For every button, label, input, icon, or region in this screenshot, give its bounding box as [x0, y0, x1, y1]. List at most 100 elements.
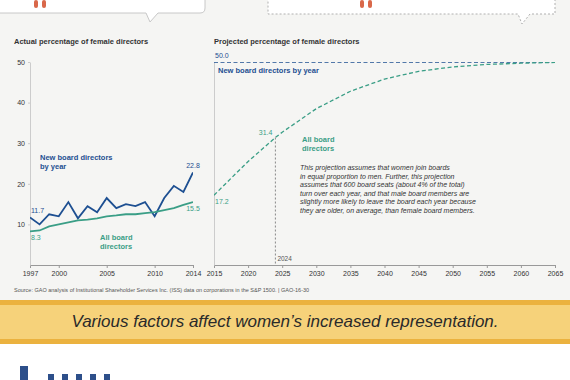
x-tick-label: 2050 — [445, 270, 461, 277]
x-tick: 2025 — [275, 265, 291, 277]
x-tick-label: 2005 — [99, 270, 115, 277]
y-tick: 40 — [17, 99, 30, 106]
icon — [34, 0, 38, 8]
y-tick: 10 — [17, 221, 30, 228]
x-tick: 2035 — [343, 265, 359, 277]
series-line — [30, 202, 193, 231]
chart-0: Actual percentage of female directors 199… — [14, 37, 201, 277]
series-label: All boarddirectors — [100, 233, 133, 251]
x-tick-label: 2020 — [241, 270, 257, 277]
y-tick-mark — [28, 224, 30, 225]
x-tick: 2060 — [514, 265, 530, 277]
chart-root: Actual percentage of female directors 199… — [0, 0, 570, 380]
banner-band — [0, 300, 570, 344]
x-tick-label: 2014 — [186, 270, 202, 277]
x-tick-mark — [453, 265, 454, 268]
icon — [48, 374, 54, 380]
data-label: 31.4 — [259, 129, 273, 136]
x-tick-label: 2025 — [275, 270, 291, 277]
speech-bubble — [0, 0, 205, 22]
y-tick-label: 40 — [17, 99, 25, 106]
x-tick-mark — [487, 265, 488, 268]
x-tick: 2020 — [241, 265, 257, 277]
y-tick-mark — [28, 103, 30, 104]
x-tick-mark — [555, 265, 556, 268]
x-tick: 2055 — [480, 265, 496, 277]
annotation-label: 2024 — [277, 255, 292, 262]
x-tick-mark — [107, 265, 108, 268]
icon — [360, 0, 364, 8]
x-tick: 2030 — [309, 265, 325, 277]
data-label: 15.5 — [186, 205, 200, 212]
data-label: 22.8 — [186, 162, 200, 169]
y-tick-label: 20 — [17, 181, 25, 188]
plot-area — [214, 62, 555, 195]
x-tick: 2050 — [445, 265, 461, 277]
chart-svg: Actual percentage of female directors 199… — [0, 0, 570, 380]
x-tick-mark — [350, 265, 351, 268]
data-label: 8.3 — [31, 234, 41, 241]
y-tick: 50 — [17, 59, 30, 66]
x-tick: 2014 — [186, 265, 202, 277]
data-label: 11.7 — [31, 207, 44, 214]
x-tick-label: 2030 — [309, 270, 325, 277]
chart-title: Actual percentage of female directors — [14, 37, 148, 46]
footer-background — [0, 344, 570, 380]
data-labels: 11.7 22.8 8.3 15.5 — [31, 162, 200, 241]
x-tick-mark — [193, 265, 194, 268]
series-line — [214, 62, 555, 63]
chart-title: Projected percentage of female directors — [214, 37, 359, 46]
x-tick-label: 2060 — [514, 270, 530, 277]
x-tick-mark — [521, 265, 522, 268]
icon — [42, 0, 46, 8]
x-tick-label: 2055 — [480, 270, 496, 277]
background — [0, 0, 570, 300]
banner-text: Various factors affect women’s increased… — [71, 312, 498, 331]
x-tick: 2040 — [377, 265, 393, 277]
y-tick-label: 30 — [17, 140, 25, 147]
x-tick: 2045 — [411, 265, 427, 277]
banner-inner — [0, 305, 570, 339]
x-tick: 2015 — [207, 265, 223, 277]
chart-1: Projected percentage of female directors… — [207, 37, 564, 277]
x-tick: 2010 — [147, 265, 163, 277]
note-line: assumes that 600 board seats (about 4% o… — [300, 181, 465, 189]
plot-area — [30, 172, 193, 231]
x-tick-label: 2040 — [377, 270, 393, 277]
x-axis-line — [31, 265, 194, 266]
x-tick-mark — [59, 265, 60, 268]
y-axis: 10 20 30 40 50 — [17, 59, 30, 266]
note-line: This projection assumes that women join … — [300, 164, 450, 172]
note-line: turn over each year, and that male board… — [300, 190, 469, 198]
x-tick-mark — [316, 265, 317, 268]
icon — [62, 374, 68, 380]
series-label: New board directorsby year — [40, 153, 113, 171]
data-label: 17.2 — [215, 198, 229, 205]
icon — [368, 0, 372, 8]
x-axis: 19972000200520102014 — [23, 265, 202, 277]
note-line: in equal proportion to men. Further, thi… — [300, 173, 455, 181]
note: This projection assumes that women join … — [300, 164, 476, 215]
x-tick-mark — [155, 265, 156, 268]
y-tick-label: 10 — [17, 221, 25, 228]
annotation-line — [275, 138, 276, 265]
y-tick-mark — [28, 184, 30, 185]
y-axis — [214, 63, 215, 266]
icon — [104, 374, 110, 380]
series-label: All boarddirectors — [302, 135, 335, 153]
x-tick-mark — [248, 265, 249, 268]
x-tick-mark — [282, 265, 283, 268]
note-line: slightly more likely to leave the board … — [300, 198, 476, 206]
data-label: 50.0 — [215, 52, 229, 59]
icon — [90, 374, 96, 380]
y-tick-mark — [28, 143, 30, 144]
y-tick-label: 50 — [17, 59, 25, 66]
x-tick-label: 1997 — [23, 270, 39, 277]
y-tick: 20 — [17, 181, 30, 188]
series-label: New board directors by year — [218, 66, 319, 75]
x-tick-label: 2065 — [548, 270, 564, 277]
x-tick-label: 2035 — [343, 270, 359, 277]
y-tick-mark — [28, 62, 30, 63]
icon — [20, 366, 28, 380]
x-tick: 1997 — [23, 265, 39, 277]
